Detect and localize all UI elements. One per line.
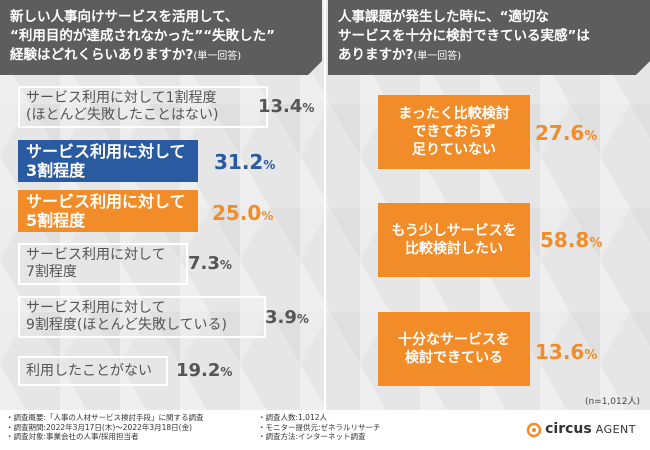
left-item-3-label: サービス利用に対して 5割程度 — [26, 192, 186, 230]
left-item-2-label: サービス利用に対して 3割程度 — [26, 142, 186, 180]
left-item-2: サービス利用に対して 3割程度 — [18, 140, 198, 182]
right-item-3-label: 十分なサービスを 検討できている — [398, 332, 510, 366]
right-item-3: 十分なサービスを 検討できている — [378, 312, 530, 386]
header-corner-fold — [636, 61, 650, 75]
footer-line: ・調査期間:2022年3月17日(木)〜2022年3月18日(金) — [6, 422, 193, 432]
right-item-1-label: まったく比較検討 できておらず 足りていない — [398, 106, 510, 158]
sample-size-note: (n=1,012人) — [584, 397, 640, 407]
footer-line: ・調査対象:事業会社の人事/採用担当者 — [6, 432, 139, 441]
left-item-2-value: 31.2% — [214, 150, 276, 174]
right-item-2-value: 58.8% — [540, 228, 603, 252]
left-question-line1: 新しい人事向けサービスを活用して、 — [10, 9, 239, 25]
right-question-line2: サービスを十分に検討できている実感”は — [338, 28, 590, 44]
logo-sub-text: AGENT — [595, 423, 636, 437]
left-item-1: サービス利用に対して1割程度 (ほとんど失敗したことはない) — [18, 86, 268, 128]
right-question-line3: ありますか? — [338, 47, 414, 63]
footer-line: ・モニター提供元:ゼネラルリサーチ — [258, 422, 381, 432]
panel-divider — [324, 0, 326, 420]
left-item-5-value: 3.9% — [265, 307, 309, 328]
logo-main-text: circus — [545, 421, 592, 438]
footer-col-2: ・調査人数:1,012人 ・モニター提供元:ゼネラルリサーチ ・調査方法:インタ… — [258, 413, 381, 442]
right-item-1-value: 27.6% — [535, 121, 598, 145]
left-item-1-label: サービス利用に対して1割程度 (ほとんど失敗したことはない) — [26, 90, 219, 123]
right-item-2: もう少しサービスを 比較検討したい — [378, 203, 530, 277]
left-item-4-label: サービス利用に対して 7割程度 — [26, 247, 166, 280]
left-question-line2: “利用目的が達成されなかった”“失敗した” — [10, 28, 275, 44]
footer-line: ・調査方法:インターネット調査 — [258, 432, 366, 441]
left-item-5-label: サービス利用に対して 9割程度(ほとんど失敗している) — [26, 300, 227, 333]
right-item-1: まったく比較検討 できておらず 足りていない — [378, 95, 530, 169]
circus-logo-icon — [526, 422, 542, 438]
footer-line: ・調査概要:「人事の人材サービス検討手段」に関する調査 — [6, 413, 204, 422]
left-item-3-value: 25.0% — [212, 201, 274, 225]
left-question-note: (単一回答) — [193, 51, 242, 62]
left-item-3: サービス利用に対して 5割程度 — [18, 190, 198, 232]
right-item-3-value: 13.6% — [535, 340, 598, 364]
left-question-header: 新しい人事向けサービスを活用して、 “利用目的が達成されなかった”“失敗した” … — [0, 0, 322, 75]
left-item-6-value: 19.2% — [176, 360, 233, 381]
left-item-6-label: 利用したことがない — [26, 362, 152, 379]
right-question-note: (単一回答) — [413, 51, 462, 62]
left-item-5: サービス利用に対して 9割程度(ほとんど失敗している) — [18, 296, 266, 338]
footer-col-1: ・調査概要:「人事の人材サービス検討手段」に関する調査 ・調査期間:2022年3… — [6, 413, 204, 442]
right-question-header: 人事課題が発生した時に、“適切な サービスを十分に検討できている実感”は ありま… — [328, 0, 650, 75]
left-question-line3: 経験はどれくらいありますか? — [10, 47, 194, 63]
circus-agent-logo: circus AGENT — [526, 422, 636, 438]
right-item-2-label: もう少しサービスを 比較検討したい — [391, 223, 517, 257]
left-item-4: サービス利用に対して 7割程度 — [18, 243, 188, 285]
left-item-6: 利用したことがない — [18, 356, 168, 386]
left-item-4-value: 7.3% — [188, 253, 232, 274]
header-corner-fold — [308, 61, 322, 75]
left-item-1-value: 13.4% — [258, 96, 315, 117]
footer-line: ・調査人数:1,012人 — [258, 413, 327, 422]
right-question-line1: 人事課題が発生した時に、“適切な — [338, 9, 549, 25]
survey-footer: ・調査概要:「人事の人材サービス検討手段」に関する調査 ・調査期間:2022年3… — [0, 410, 650, 450]
